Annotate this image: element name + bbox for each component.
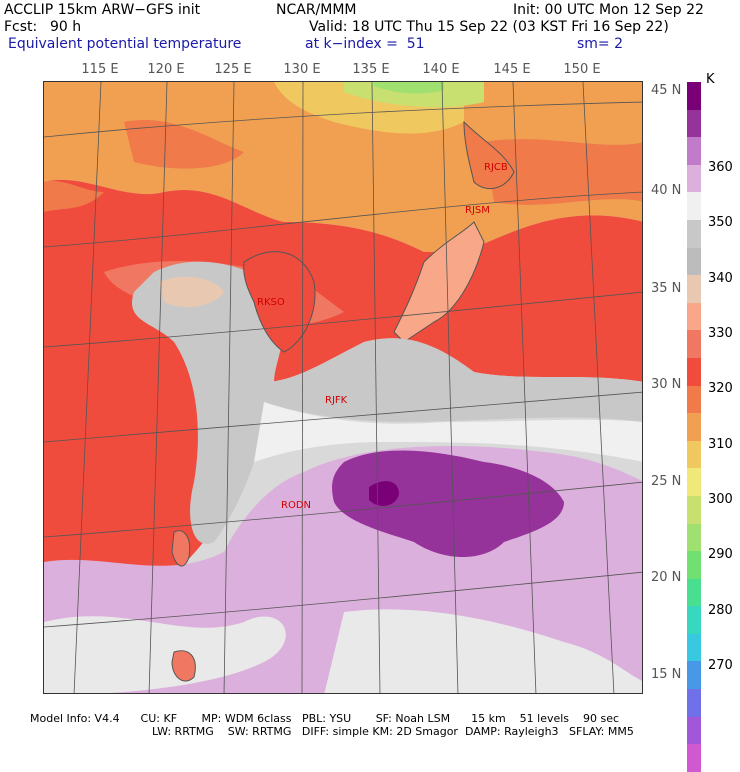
colorbar-tick: 300 [708, 492, 733, 507]
colorbar-tick: 330 [708, 326, 733, 341]
colorbar-swatch [687, 109, 701, 138]
colorbar-swatch [687, 551, 701, 579]
valid-time: Valid: 18 UTC Thu 15 Sep 22 (03 KST Fri … [309, 19, 669, 35]
lon-label: 125 E [214, 62, 252, 77]
colorbar-swatch [687, 440, 701, 469]
colorbar-swatch [687, 275, 701, 303]
station-label: RJCB [484, 162, 508, 173]
colorbar-swatch [687, 137, 701, 165]
colorbar-swatch [687, 164, 701, 193]
lat-label: 45 N [651, 83, 682, 98]
org-label: NCAR/MMM [276, 2, 357, 18]
smoothing: sm= 2 [577, 36, 624, 52]
colorbar-swatch [687, 219, 701, 248]
colorbar-tick: 350 [708, 215, 733, 230]
station-label: RJSM [465, 205, 490, 216]
colorbar-swatch [687, 495, 701, 524]
k-index: at k−index = 51 [305, 36, 425, 52]
colorbar-swatch [687, 330, 701, 358]
station-label: RKSO [257, 297, 285, 308]
lon-label: 135 E [352, 62, 390, 77]
lat-label: 20 N [651, 570, 682, 585]
colorbar-unit: K [706, 72, 715, 87]
model-info-line-1: Model Info: V4.4 CU: KF MP: WDM 6class P… [30, 712, 620, 725]
colorbar-swatch [687, 689, 701, 717]
lon-label: 115 E [81, 62, 119, 77]
lon-label: 140 E [422, 62, 460, 77]
colorbar-tick: 280 [708, 603, 733, 618]
colorbar-swatch [687, 523, 701, 552]
colorbar-swatch [687, 385, 701, 414]
lon-label: 150 E [563, 62, 601, 77]
colorbar-tick: 340 [708, 271, 733, 286]
colorbar-tick: 270 [708, 658, 733, 673]
colorbar-swatch [687, 633, 701, 662]
colorbar-swatch [687, 82, 701, 110]
colorbar-tick: 320 [708, 381, 733, 396]
colorbar-swatch [687, 247, 701, 276]
colorbar-swatch [687, 744, 701, 772]
lon-label: 130 E [283, 62, 321, 77]
lat-label: 25 N [651, 474, 682, 489]
lat-label: 15 N [651, 667, 682, 682]
colorbar-swatch [687, 468, 701, 496]
colorbar-swatch [687, 578, 701, 607]
lat-label: 40 N [651, 183, 682, 198]
station-label: RODN [281, 500, 311, 511]
model-info-line-2: LW: RRTMG SW: RRTMG DIFF: simple KM: 2D … [152, 725, 634, 738]
colorbar-swatch [687, 357, 701, 386]
colorbar-swatch [687, 661, 701, 690]
colorbar-swatch [687, 192, 701, 220]
lat-label: 30 N [651, 377, 682, 392]
colorbar-tick: 290 [708, 547, 733, 562]
colorbar [687, 82, 701, 772]
forecast-label: Fcst: [4, 19, 38, 35]
lon-label: 120 E [147, 62, 185, 77]
field-name: Equivalent potential temperature [8, 36, 242, 52]
colorbar-swatch [687, 606, 701, 634]
map-field [44, 82, 642, 693]
colorbar-swatch [687, 716, 701, 745]
station-label: RJFK [325, 395, 348, 406]
model-title: ACCLIP 15km ARW−GFS init [4, 2, 201, 18]
colorbar-swatch [687, 413, 701, 441]
lon-label: 145 E [493, 62, 531, 77]
colorbar-swatch [687, 302, 701, 331]
colorbar-tick: 310 [708, 437, 733, 452]
colorbar-tick: 360 [708, 160, 733, 175]
lat-label: 35 N [651, 281, 682, 296]
forecast-hours: 90 h [50, 19, 82, 35]
theta-e-map: RJCB RJSM RKSO RJFK RODN [43, 81, 643, 694]
init-time: Init: 00 UTC Mon 12 Sep 22 [513, 2, 704, 18]
